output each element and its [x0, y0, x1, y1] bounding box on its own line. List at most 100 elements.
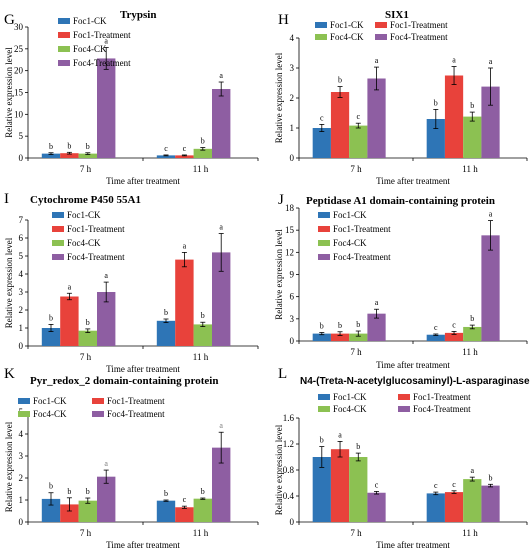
- panel-letter: J: [278, 192, 284, 208]
- y-tick-label: 0.8: [283, 465, 295, 475]
- y-tick-label: 20: [14, 66, 24, 76]
- significance-letter: c: [183, 144, 187, 153]
- bar: [78, 500, 97, 522]
- legend-swatch: [92, 411, 104, 417]
- chart-panel-k: K Pyr_redox_2 domain-containing protein 0 1…: [4, 366, 259, 550]
- bar: [367, 313, 386, 341]
- legend-swatch: [318, 394, 330, 400]
- legend-swatch: [52, 254, 64, 260]
- x-tick-label: 11 h: [462, 347, 478, 357]
- x-axis-label: Time after treatment: [106, 540, 180, 550]
- bar: [193, 498, 212, 522]
- legend-swatch: [58, 46, 70, 52]
- bar: [312, 457, 331, 522]
- bar: [312, 128, 331, 158]
- legend-swatch: [92, 398, 104, 404]
- y-tick-label: 10: [14, 109, 24, 119]
- y-tick-label: 4: [290, 33, 295, 43]
- y-tick-label: 1: [290, 123, 295, 133]
- bar: [41, 153, 61, 158]
- significance-letter: b: [470, 101, 474, 110]
- bar: [193, 148, 212, 158]
- legend-swatch: [318, 240, 330, 246]
- significance-letter: c: [164, 144, 168, 153]
- legend-swatch: [18, 411, 30, 417]
- y-tick-label: 0: [290, 336, 295, 346]
- legend-swatch: [58, 60, 70, 66]
- legend-label: Foc4-Treatment: [413, 404, 471, 414]
- significance-letter: c: [434, 481, 438, 490]
- legend-label: Foc4-Treatment: [390, 32, 448, 42]
- bar: [444, 492, 464, 522]
- significance-letter: b: [338, 76, 342, 85]
- y-tick-label: 7: [19, 215, 24, 225]
- x-axis-label: Time after treatment: [376, 360, 450, 370]
- significance-letter: b: [320, 436, 324, 445]
- bar: [444, 332, 464, 341]
- legend-label: Foc1-CK: [333, 210, 367, 220]
- y-tick-label: 9: [290, 270, 295, 280]
- y-tick-label: 2: [19, 305, 24, 315]
- bar: [367, 492, 386, 522]
- significance-letter: c: [375, 480, 379, 489]
- bar: [175, 507, 194, 522]
- legend-label: Foc4-CK: [330, 32, 364, 42]
- significance-letter: a: [219, 421, 223, 430]
- significance-letter: a: [68, 282, 72, 291]
- significance-letter: b: [164, 308, 168, 317]
- legend-swatch: [58, 18, 70, 24]
- significance-letter: b: [489, 473, 493, 482]
- significance-letter: a: [452, 56, 456, 65]
- chart-title: Peptidase A1 domain-containing protein: [306, 195, 495, 207]
- bar: [367, 78, 386, 158]
- bar: [330, 449, 350, 522]
- legend-label: Foc1-Treatment: [333, 224, 391, 234]
- significance-letter: a: [375, 298, 379, 307]
- y-tick-label: 0.4: [283, 491, 295, 501]
- y-tick-label: 0: [290, 517, 295, 527]
- y-tick-label: 6: [290, 292, 295, 302]
- bar: [349, 125, 368, 158]
- bar: [41, 328, 61, 346]
- legend-swatch: [398, 394, 410, 400]
- bar: [156, 155, 176, 158]
- y-tick-label: 15: [285, 225, 295, 235]
- significance-letter: c: [452, 320, 456, 329]
- legend-swatch: [58, 32, 70, 38]
- legend-swatch: [52, 212, 64, 218]
- bar: [312, 333, 331, 341]
- bar: [60, 296, 79, 346]
- y-tick-label: 3: [290, 314, 295, 324]
- panel-letter: H: [278, 12, 289, 28]
- significance-letter: a: [489, 57, 493, 66]
- x-tick-label: 7 h: [350, 164, 362, 174]
- significance-letter: a: [183, 241, 187, 250]
- panel-letter: G: [4, 12, 15, 28]
- y-tick-label: 0: [19, 153, 24, 163]
- panel-letter: K: [4, 366, 15, 382]
- significance-letter: c: [434, 323, 438, 332]
- x-tick-label: 11 h: [193, 164, 209, 174]
- significance-letter: b: [67, 141, 71, 150]
- chart-title: Trypsin: [120, 9, 156, 21]
- y-tick-label: 3: [290, 63, 295, 73]
- y-axis-label: Relative expression level: [4, 421, 14, 512]
- y-tick-label: 18: [285, 203, 295, 213]
- y-tick-label: 4: [19, 269, 24, 279]
- legend-swatch: [318, 226, 330, 232]
- legend-label: Foc1-Treatment: [107, 396, 165, 406]
- legend-label: Foc4-CK: [67, 238, 101, 248]
- x-axis-label: Time after treatment: [376, 176, 450, 186]
- legend-label: Foc4-CK: [333, 404, 367, 414]
- x-tick-label: 7 h: [350, 347, 362, 357]
- chart-title: Cytochrome P450 55A1: [30, 194, 141, 206]
- bar: [78, 153, 97, 158]
- x-tick-label: 11 h: [462, 164, 478, 174]
- bar: [481, 485, 500, 522]
- x-axis-label: Time after treatment: [106, 364, 180, 374]
- legend-label: Foc1-CK: [73, 16, 107, 26]
- significance-letter: a: [338, 430, 342, 439]
- y-tick-label: 5: [19, 131, 24, 141]
- bar: [426, 119, 445, 158]
